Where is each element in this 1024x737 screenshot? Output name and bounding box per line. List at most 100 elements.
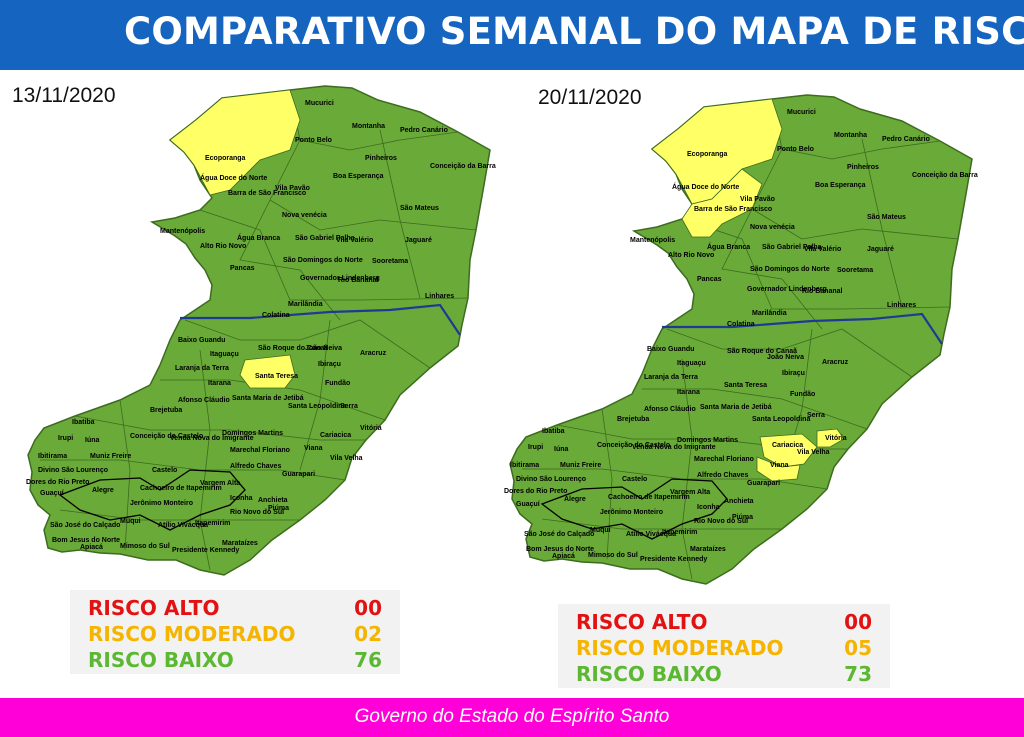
moderate-cariacica-right xyxy=(759,433,818,468)
label-bom-jesus: Bom Jesus do Norte xyxy=(52,537,120,544)
label-ibatiba: Ibatiba xyxy=(72,419,95,426)
label-itaguacu: Itaguaçu xyxy=(210,351,239,358)
label-ibiracu: Ibiraçu xyxy=(782,370,805,377)
label-fundao: Fundão xyxy=(790,391,815,398)
label-pancas: Pancas xyxy=(230,265,255,272)
label-nova-venecia: Nova venécia xyxy=(750,224,795,231)
footer-text: Governo do Estado do Espírito Santo xyxy=(354,706,670,727)
label-ecoporanga: Ecoporanga xyxy=(687,151,728,158)
label-marechal-floriano: Marechal Floriano xyxy=(230,447,290,454)
river-doce-right xyxy=(662,312,943,345)
label-ibiracu: Ibiraçu xyxy=(318,361,341,368)
label-vargem-alta: Vargem Alta xyxy=(200,480,240,487)
label-irupi: Irupi xyxy=(528,444,543,451)
municipal-borders-left xyxy=(40,89,477,571)
label-colatina: Colatina xyxy=(262,312,290,319)
risk-legend-right: RISCO ALTO 00 RISCO MODERADO 05 RISCO BA… xyxy=(558,604,890,688)
label-dores-rio-preto: Dores do Rio Preto xyxy=(26,479,89,486)
label-agua-doce: Água Doce do Norte xyxy=(672,182,739,191)
label-boa-esperanca: Boa Esperança xyxy=(815,182,866,189)
label-aracruz: Aracruz xyxy=(360,350,387,357)
label-rio-novo-sul: Rio Novo do Sul xyxy=(694,518,748,525)
label-vila-velha: Vila Velha xyxy=(330,455,363,462)
label-mucurici: Mucurici xyxy=(305,100,334,107)
label-nova-venecia: Nova venécia xyxy=(282,212,327,219)
legend-value: 00 xyxy=(844,610,872,634)
label-guacui: Guaçuí xyxy=(40,490,65,497)
label-apiaca: Apiacá xyxy=(80,544,103,551)
label-rio-bananal: Rio Bananal xyxy=(802,288,843,295)
label-itarana: Itarana xyxy=(208,380,231,387)
label-aracruz: Aracruz xyxy=(822,359,849,366)
label-alto-rio-novo: Alto Rio Novo xyxy=(200,243,246,250)
label-cariacica: Cariacica xyxy=(320,432,351,439)
label-presidente-kennedy: Presidente Kennedy xyxy=(640,556,707,563)
label-mimoso-sul: Mimoso do Sul xyxy=(120,543,170,550)
label-afonso-claudio: Afonso Cláudio xyxy=(644,406,696,413)
label-pinheiros: Pinheiros xyxy=(847,164,879,171)
label-alegre: Alegre xyxy=(564,496,586,503)
header-banner: COMPARATIVO SEMANAL DO MAPA DE RISCO xyxy=(0,0,1024,70)
label-montanha: Montanha xyxy=(352,123,385,130)
label-atilio-vivacqua: Atílio Vivácqua xyxy=(158,522,208,529)
label-joao-neiva: João Neiva xyxy=(767,354,804,361)
risk-legend-left: RISCO ALTO 00 RISCO MODERADO 02 RISCO BA… xyxy=(70,590,400,674)
river-doce-left xyxy=(180,303,461,336)
legend-row-high: RISCO ALTO 00 xyxy=(576,610,872,636)
label-agua-doce: Água Doce do Norte xyxy=(200,173,267,182)
label-marilandia: Marilândia xyxy=(752,310,787,317)
label-vargem-alta: Vargem Alta xyxy=(670,489,710,496)
label-fundao: Fundão xyxy=(325,380,350,387)
label-sao-domingos: São Domingos do Norte xyxy=(283,257,363,264)
legend-label: RISCO BAIXO xyxy=(576,662,722,686)
date-right: 20/11/2020 xyxy=(538,86,642,109)
label-ecoporanga: Ecoporanga xyxy=(205,155,246,162)
label-colatina: Colatina xyxy=(727,321,755,328)
label-rio-bananal: Rio Bananal xyxy=(338,277,379,284)
label-governador-lindenberg: Governador Lindenberg xyxy=(747,286,827,293)
legend-value: 00 xyxy=(354,596,382,620)
legend-value: 02 xyxy=(354,622,382,646)
label-governador-lindenberg: Governador Lindenberg xyxy=(300,275,380,282)
legend-value: 73 xyxy=(844,662,872,686)
label-muniz-freire: Muniz Freire xyxy=(90,453,131,460)
label-santa-teresa: Santa Teresa xyxy=(724,382,767,389)
label-iconha: Iconha xyxy=(697,504,720,511)
label-sao-gabriel: São Gabriel Palha xyxy=(762,244,822,251)
label-marilandia: Marilândia xyxy=(288,301,323,308)
legend-label: RISCO MODERADO xyxy=(88,622,296,646)
label-itaguacu: Itaguaçu xyxy=(677,360,706,367)
region-border-right xyxy=(540,478,728,540)
label-viana: Viana xyxy=(770,462,789,469)
label-sooretama: Sooretama xyxy=(372,258,408,265)
label-mucurici: Mucurici xyxy=(787,109,816,116)
legend-label: RISCO ALTO xyxy=(576,610,708,634)
label-linhares: Linhares xyxy=(425,293,454,300)
label-anchieta: Anchieta xyxy=(258,497,288,504)
label-sao-domingos: São Domingos do Norte xyxy=(750,266,830,273)
label-santa-maria: Santa Maria de Jetibá xyxy=(700,404,772,411)
footer-banner: Governo do Estado do Espírito Santo xyxy=(0,698,1024,737)
moderate-vitoria-right xyxy=(816,428,845,448)
municipality-labels-right: Mucurici Montanha Pedro Canário Ecoporan… xyxy=(504,109,978,563)
label-brejetuba: Brejetuba xyxy=(617,416,649,423)
label-jaguare: Jaguaré xyxy=(867,246,894,253)
region-border-left xyxy=(58,469,246,531)
label-sao-jose-calcado: São José do Calçado xyxy=(50,522,120,529)
label-santa-leopoldina: Santa Leopoldina xyxy=(288,403,346,410)
label-baixo-guandu: Baixo Guandu xyxy=(647,346,694,353)
label-cachoeiro: Cachoeiro de Itapemirim xyxy=(140,485,222,492)
label-guacui: Guaçuí xyxy=(516,501,541,508)
label-muqui: Muqui xyxy=(590,527,611,534)
legend-row-moderate: RISCO MODERADO 05 xyxy=(576,636,872,662)
label-divino-sao-lourenco: Divino São Lourenço xyxy=(38,467,108,474)
label-agua-branca: Água Branca xyxy=(707,242,750,251)
label-marataizes: Marataízes xyxy=(690,546,726,553)
label-ibitirama: Ibitirama xyxy=(510,462,539,469)
label-pedro-canario: Pedro Canário xyxy=(400,127,448,134)
label-alfredo-chaves: Alfredo Chaves xyxy=(697,472,748,479)
label-venda-nova: Venda Nova do Imigrante xyxy=(170,435,254,442)
label-alegre: Alegre xyxy=(92,487,114,494)
label-barra-sao-francisco: Barra de São Francisco xyxy=(694,206,772,213)
